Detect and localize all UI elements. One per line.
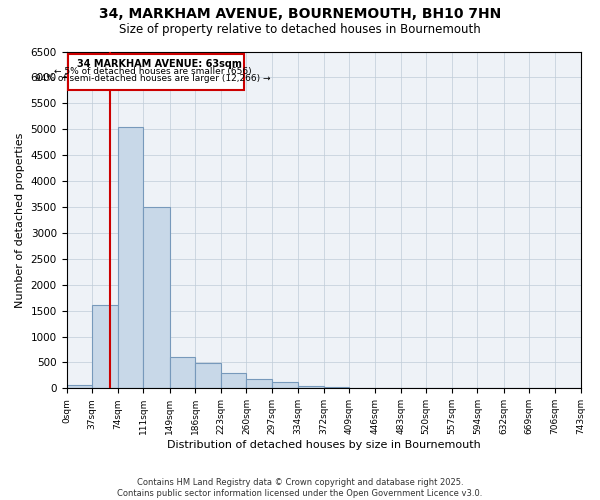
Bar (118, 126, 143, 388)
Bar (247, 380, 272, 388)
Bar (221, 374, 247, 388)
Bar (67, 385, 92, 388)
X-axis label: Distribution of detached houses by size in Bournemouth: Distribution of detached houses by size … (167, 440, 481, 450)
Bar (298, 386, 324, 388)
FancyBboxPatch shape (68, 54, 244, 90)
Bar (143, 207, 170, 388)
Bar (170, 356, 195, 388)
Text: ← 5% of detached houses are smaller (656): ← 5% of detached houses are smaller (656… (54, 66, 251, 76)
Bar (195, 364, 221, 388)
Text: Size of property relative to detached houses in Bournemouth: Size of property relative to detached ho… (119, 22, 481, 36)
Bar (92, 306, 118, 388)
Text: 94% of semi-detached houses are larger (12,266) →: 94% of semi-detached houses are larger (… (35, 74, 271, 84)
Y-axis label: Number of detached properties: Number of detached properties (15, 132, 25, 308)
Text: 34 MARKHAM AVENUE: 63sqm: 34 MARKHAM AVENUE: 63sqm (77, 59, 242, 69)
Text: 34, MARKHAM AVENUE, BOURNEMOUTH, BH10 7HN: 34, MARKHAM AVENUE, BOURNEMOUTH, BH10 7H… (99, 8, 501, 22)
Bar (272, 382, 298, 388)
Text: Contains HM Land Registry data © Crown copyright and database right 2025.
Contai: Contains HM Land Registry data © Crown c… (118, 478, 482, 498)
